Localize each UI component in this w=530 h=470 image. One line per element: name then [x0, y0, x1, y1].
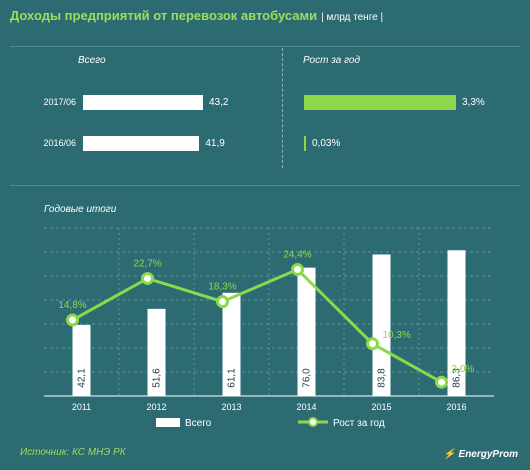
row-period-1: 2017/06: [43, 97, 76, 107]
growth-point: [141, 271, 154, 285]
legend-label-bar: Всего: [185, 418, 212, 429]
top-growth-bar-2: [304, 136, 306, 151]
top-growth-value-2: 0,03%: [312, 138, 341, 149]
growth-point: [366, 337, 379, 351]
section-total-label: Всего: [78, 55, 106, 66]
brand-logo: ⚡ EnergyProm: [443, 449, 518, 460]
x-tick-label: 2016: [446, 402, 466, 412]
legend-swatch-point: [308, 417, 318, 427]
bar-value-label: 61,1: [227, 368, 238, 388]
title-text: Доходы предприятий от перевозок автобуса…: [10, 8, 318, 23]
x-tick-label: 2014: [296, 402, 316, 412]
chart-title: Доходы предприятий от перевозок автобуса…: [10, 8, 383, 23]
x-tick-label: 2012: [146, 402, 166, 412]
bar-value-label: 86,3: [452, 368, 463, 388]
bar-value-label: 83,8: [377, 368, 388, 388]
bar: [147, 308, 166, 396]
bar: [372, 254, 391, 396]
top-total-value-1: 43,2: [209, 97, 229, 108]
bar: [222, 292, 241, 396]
brand-name: EnergyProm: [458, 449, 518, 460]
bar-value-label: 51,6: [152, 368, 163, 388]
growth-value-label: 14,8%: [58, 300, 86, 311]
growth-point: [216, 295, 229, 309]
section-growth-label: Рост за год: [303, 55, 361, 66]
growth-point: [291, 262, 304, 276]
growth-line: [71, 267, 443, 384]
growth-value-label: 18,3%: [208, 282, 236, 293]
x-tick-label: 2015: [371, 402, 391, 412]
bar: [297, 267, 316, 396]
top-growth-value-1: 3,3%: [462, 97, 485, 108]
top-total-bar-1: [83, 95, 203, 110]
source-note: Источник: КС МНЭ РК: [20, 447, 126, 458]
legend-label-line: Рост за год: [333, 418, 385, 429]
brand-bolt-icon: ⚡: [443, 449, 456, 460]
title-unit: | млрд тенге |: [321, 12, 384, 23]
legend-swatch-bar: [156, 418, 180, 427]
growth-value-label: 22,7%: [133, 258, 161, 269]
growth-value-label: 10,3%: [383, 330, 411, 341]
growth-value-label: 24,4%: [283, 249, 311, 260]
annual-chart-title: Годовые итоги: [44, 204, 117, 215]
section-divider: [282, 48, 283, 168]
section-divider-bottom: [10, 185, 520, 186]
bar-value-label: 76,0: [302, 368, 313, 388]
top-growth-bar-1: [304, 95, 456, 110]
x-tick-label: 2013: [221, 402, 241, 412]
bar: [447, 250, 466, 396]
growth-value-label: 3,0%: [452, 364, 475, 375]
top-total-bar-2: [83, 136, 200, 151]
top-total-value-2: 41,9: [205, 138, 225, 149]
bar: [72, 324, 91, 396]
header-divider: [10, 46, 520, 47]
bar-value-label: 42,1: [77, 368, 88, 388]
growth-point: [66, 313, 79, 327]
row-period-2: 2016/06: [43, 138, 76, 148]
x-tick-label: 2011: [72, 402, 91, 412]
growth-point: [435, 375, 448, 389]
